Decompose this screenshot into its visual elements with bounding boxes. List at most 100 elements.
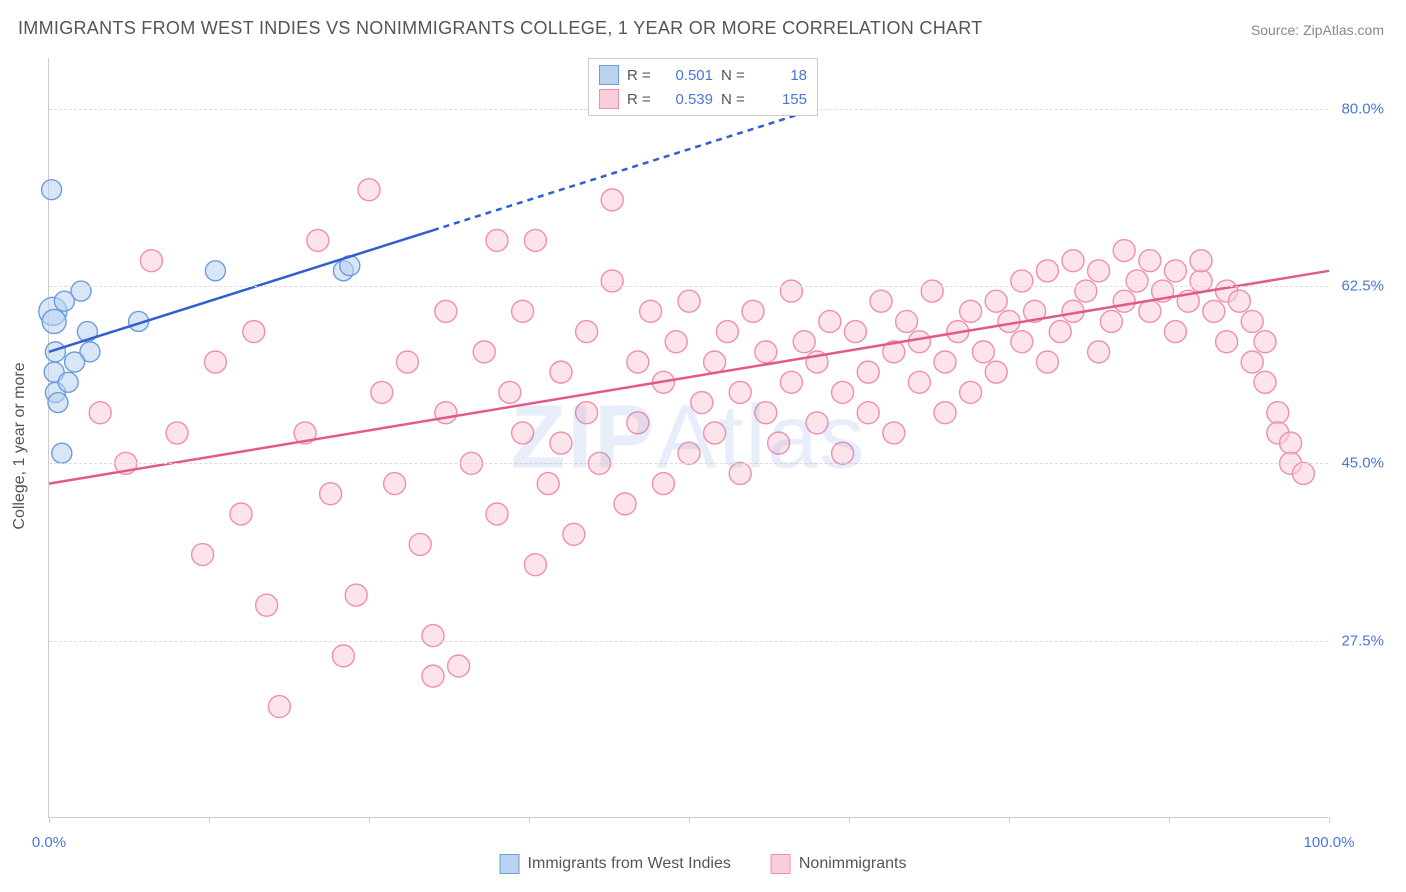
x-tick — [529, 817, 530, 823]
pink-point — [1190, 270, 1212, 292]
y-tick-label: 62.5% — [1341, 278, 1384, 295]
pink-point — [768, 432, 790, 454]
x-tick — [209, 817, 210, 823]
pink-point — [486, 503, 508, 525]
pink-point — [230, 503, 252, 525]
pink-point — [512, 300, 534, 322]
pink-point — [422, 625, 444, 647]
r-label: R = — [627, 67, 655, 84]
pink-point — [1254, 331, 1276, 353]
pink-point — [755, 402, 777, 424]
legend-swatch — [599, 89, 619, 109]
pink-point — [1036, 351, 1058, 373]
pink-point — [1011, 331, 1033, 353]
pink-point — [601, 270, 623, 292]
pink-point — [729, 381, 751, 403]
n-label: N = — [721, 67, 749, 84]
pink-point — [985, 290, 1007, 312]
pink-point — [960, 381, 982, 403]
pink-point — [448, 655, 470, 677]
pink-point — [576, 402, 598, 424]
x-tick — [1169, 817, 1170, 823]
pink-point — [972, 341, 994, 363]
y-axis-label: College, 1 year or more — [11, 362, 29, 529]
r-label: R = — [627, 91, 655, 108]
stats-legend: R =0.501N =18R =0.539N =155 — [588, 58, 818, 116]
pink-point — [793, 331, 815, 353]
pink-point — [921, 280, 943, 302]
gridline — [49, 286, 1328, 287]
pink-point — [614, 493, 636, 515]
x-tick — [1329, 817, 1330, 823]
pink-point — [716, 321, 738, 343]
x-tick — [1009, 817, 1010, 823]
pink-point — [345, 584, 367, 606]
pink-point — [1292, 462, 1314, 484]
pink-point — [524, 229, 546, 251]
pink-point — [1203, 300, 1225, 322]
series-legend: Immigrants from West Indies Nonimmigrants — [500, 854, 907, 874]
y-tick-label: 27.5% — [1341, 632, 1384, 649]
pink-point — [704, 351, 726, 373]
pink-point — [524, 554, 546, 576]
blue-point — [42, 180, 62, 200]
pink-point — [192, 544, 214, 566]
chart-title: IMMIGRANTS FROM WEST INDIES VS NONIMMIGR… — [18, 18, 983, 39]
pink-point — [1228, 290, 1250, 312]
pink-point — [1241, 351, 1263, 373]
pink-point — [435, 300, 457, 322]
pink-point — [1011, 270, 1033, 292]
pink-point — [819, 310, 841, 332]
pink-point — [1075, 280, 1097, 302]
pink-point — [985, 361, 1007, 383]
pink-point — [166, 422, 188, 444]
pink-point — [384, 473, 406, 495]
pink-point — [627, 412, 649, 434]
blue-point — [45, 342, 65, 362]
pink-point — [396, 351, 418, 373]
pink-point — [140, 250, 162, 272]
pink-point — [486, 229, 508, 251]
pink-point — [1113, 290, 1135, 312]
gridline — [49, 463, 1328, 464]
r-value: 0.501 — [663, 67, 713, 84]
pink-point — [832, 381, 854, 403]
pink-point — [256, 594, 278, 616]
pink-point — [563, 523, 585, 545]
legend-swatch — [500, 854, 520, 874]
pink-point — [1126, 270, 1148, 292]
pink-point — [729, 462, 751, 484]
pink-point — [1113, 240, 1135, 262]
series-legend-item: Nonimmigrants — [771, 854, 907, 874]
x-tick — [369, 817, 370, 823]
pink-point — [550, 432, 572, 454]
x-tick — [689, 817, 690, 823]
legend-swatch — [599, 65, 619, 85]
pink-point — [1164, 321, 1186, 343]
blue-point — [52, 443, 72, 463]
series-legend-label: Nonimmigrants — [799, 855, 907, 873]
pink-point — [1216, 331, 1238, 353]
pink-point — [704, 422, 726, 444]
pink-point — [652, 473, 674, 495]
x-tick — [849, 817, 850, 823]
pink-point — [409, 533, 431, 555]
pink-point — [601, 189, 623, 211]
pink-point — [832, 442, 854, 464]
series-legend-label: Immigrants from West Indies — [528, 855, 731, 873]
stats-legend-row: R =0.501N =18 — [599, 63, 807, 87]
blue-point — [58, 372, 78, 392]
pink-point — [1139, 250, 1161, 272]
pink-point — [473, 341, 495, 363]
y-tick-label: 80.0% — [1341, 100, 1384, 117]
pink-point — [844, 321, 866, 343]
pink-point — [89, 402, 111, 424]
pink-point — [204, 351, 226, 373]
blue-point — [54, 291, 74, 311]
y-tick-label: 45.0% — [1341, 455, 1384, 472]
pink-point — [1088, 260, 1110, 282]
pink-point — [780, 280, 802, 302]
pink-point — [371, 381, 393, 403]
pink-point — [640, 300, 662, 322]
pink-point — [960, 300, 982, 322]
